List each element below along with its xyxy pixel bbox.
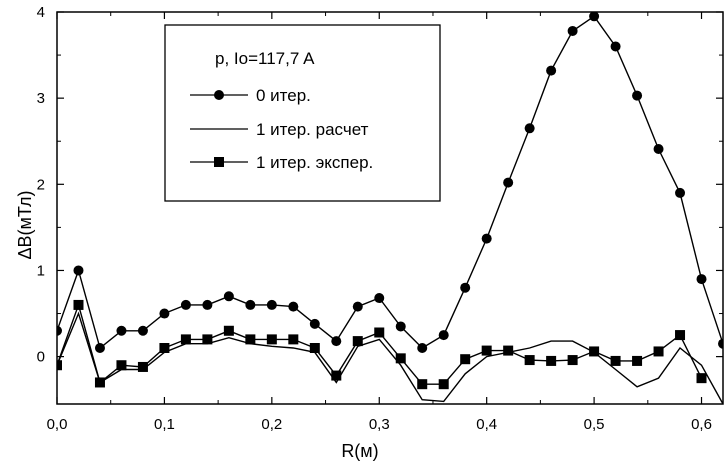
data-point-circle bbox=[266, 299, 277, 310]
x-tick-label: 0,3 bbox=[369, 416, 390, 433]
series-2 bbox=[57, 299, 707, 390]
data-point-circle bbox=[675, 187, 686, 198]
data-point-circle bbox=[245, 299, 256, 310]
data-point-square bbox=[309, 343, 320, 353]
data-point-circle bbox=[309, 318, 320, 329]
data-point-circle bbox=[395, 321, 406, 332]
legend-label-0: 0 итер. bbox=[256, 86, 311, 105]
data-point-square bbox=[481, 345, 492, 356]
data-point-square bbox=[417, 379, 428, 390]
x-tick-label: 0,4 bbox=[476, 416, 497, 433]
data-point-square bbox=[610, 355, 621, 366]
data-point-circle bbox=[460, 282, 471, 293]
data-point-circle bbox=[137, 325, 148, 336]
data-point-square bbox=[266, 334, 277, 345]
data-point-square bbox=[137, 361, 148, 372]
data-point-circle bbox=[718, 338, 723, 349]
data-point-circle bbox=[632, 90, 643, 101]
data-point-circle bbox=[374, 293, 385, 304]
data-point-square bbox=[696, 373, 707, 384]
data-point-square bbox=[116, 360, 127, 371]
data-point-square bbox=[352, 336, 363, 347]
data-point-square bbox=[632, 355, 643, 366]
data-point-square bbox=[245, 334, 256, 345]
series-line-2 bbox=[57, 302, 703, 385]
data-point-square bbox=[546, 355, 557, 366]
data-point-square bbox=[503, 345, 514, 356]
data-point-square bbox=[374, 327, 385, 338]
data-point-square bbox=[288, 334, 299, 345]
data-point-square bbox=[395, 353, 406, 364]
data-point-circle bbox=[653, 143, 664, 154]
data-point-square bbox=[524, 355, 535, 366]
data-point-circle bbox=[352, 301, 363, 312]
series-layer bbox=[57, 12, 723, 404]
data-point-square bbox=[438, 379, 449, 390]
data-point-square bbox=[180, 334, 191, 345]
x-tick-label: 0,6 bbox=[691, 416, 712, 433]
data-point-square bbox=[57, 360, 62, 371]
x-axis-title: R(м) bbox=[341, 441, 378, 461]
data-point-circle bbox=[288, 301, 299, 312]
data-point-square bbox=[460, 354, 471, 365]
ticks: 0,0 0,1 0,2 0,3 0,4 0,5 0,6 0 1 2 3 4 bbox=[37, 4, 723, 433]
data-point-square bbox=[159, 343, 170, 353]
data-point-circle bbox=[567, 25, 578, 36]
x-tick-label: 0,2 bbox=[261, 416, 282, 433]
axes bbox=[56, 11, 724, 405]
legend-marker-circle bbox=[214, 90, 224, 100]
legend-marker-square bbox=[214, 157, 224, 167]
x-tick-label: 0,5 bbox=[584, 416, 605, 433]
legend-box bbox=[164, 24, 441, 202]
data-point-circle bbox=[73, 265, 84, 276]
data-point-circle bbox=[524, 123, 535, 134]
data-point-square bbox=[653, 346, 664, 357]
data-point-circle bbox=[438, 330, 449, 341]
plot-frame bbox=[56, 11, 724, 405]
y-axis-title: ΔB(мТл) bbox=[15, 190, 35, 259]
data-point-square bbox=[567, 355, 578, 366]
data-point-circle bbox=[696, 274, 707, 285]
y-tick-label: 4 bbox=[37, 4, 45, 21]
y-tick-label: 1 bbox=[37, 262, 45, 279]
data-point-circle bbox=[223, 291, 234, 302]
data-point-square bbox=[675, 330, 686, 341]
data-point-circle bbox=[180, 299, 191, 310]
data-point-square bbox=[73, 299, 84, 310]
x-tick-label: 0,0 bbox=[47, 416, 68, 433]
data-point-circle bbox=[57, 325, 62, 336]
data-point-circle bbox=[417, 343, 428, 353]
series-line-1 bbox=[57, 311, 723, 404]
series-1 bbox=[57, 311, 723, 404]
data-point-square bbox=[202, 334, 213, 345]
data-point-circle bbox=[116, 325, 127, 336]
data-point-circle bbox=[546, 65, 557, 76]
data-point-circle bbox=[94, 343, 105, 353]
data-point-circle bbox=[331, 336, 342, 347]
data-point-circle bbox=[481, 233, 492, 244]
legend-title: p, Io=117,7 A bbox=[215, 49, 315, 68]
data-point-circle bbox=[589, 12, 600, 22]
data-point-circle bbox=[503, 177, 514, 188]
data-point-square bbox=[589, 346, 600, 357]
data-point-circle bbox=[610, 41, 621, 52]
y-tick-label: 0 bbox=[37, 349, 45, 366]
legend: p, Io=117,7 A 0 итер. 1 итер. расчет 1 и… bbox=[164, 24, 441, 202]
y-tick-label: 3 bbox=[37, 90, 45, 107]
x-tick-label: 0,1 bbox=[154, 416, 175, 433]
data-point-square bbox=[223, 325, 234, 336]
data-point-circle bbox=[202, 299, 213, 310]
series-0 bbox=[57, 12, 723, 353]
data-point-square bbox=[331, 370, 342, 381]
data-point-square bbox=[94, 377, 105, 388]
y-tick-label: 2 bbox=[37, 176, 45, 193]
legend-label-1: 1 итер. расчет bbox=[256, 120, 369, 139]
data-point-circle bbox=[159, 308, 170, 319]
legend-label-2: 1 итер. экспер. bbox=[256, 153, 373, 172]
